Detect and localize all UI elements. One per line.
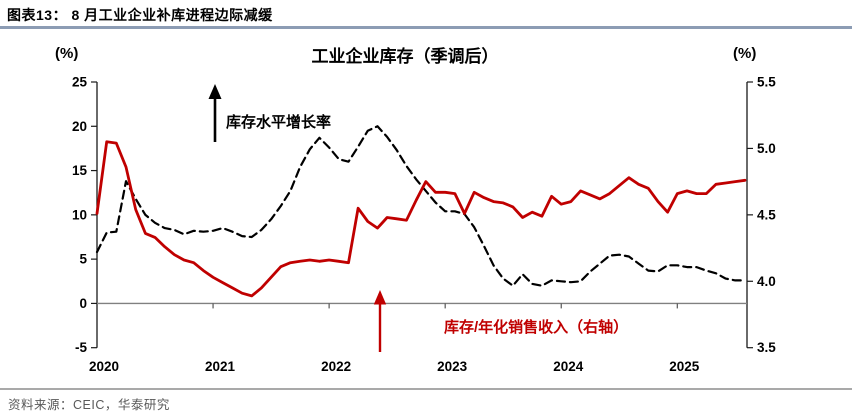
source-note: 资料来源：CEIC，华泰研究 [8, 398, 170, 412]
ratio-annotation-label: 库存/年化销售收入（右轴） [444, 318, 628, 336]
right-axis-tick-label: 4.0 [757, 274, 776, 289]
caption-divider [0, 26, 852, 29]
right-axis-tick-label: 5.0 [757, 141, 776, 156]
series-line-inventory-sales-ratio [95, 140, 747, 298]
ratio-annotation-arrowhead [373, 290, 387, 305]
x-axis-year-label: 2025 [669, 359, 700, 374]
right-axis-tick-label: 3.5 [757, 340, 776, 355]
left-axis-tick-label: 10 [72, 207, 87, 222]
series-line-inventory-growth [95, 125, 747, 287]
right-axis-tick-label: 5.5 [757, 75, 776, 90]
left-axis-tick-label: -5 [75, 340, 87, 355]
right-axis-tick-label: 4.5 [757, 207, 776, 222]
left-axis-tick-label: 25 [72, 75, 88, 90]
x-axis-year-label: 2023 [437, 359, 468, 374]
chart-title: 工业企业库存（季调后） [312, 46, 499, 66]
x-axis-year-label: 2022 [321, 359, 351, 374]
left-axis-tick-label: 20 [72, 119, 87, 134]
left-axis-unit: (%) [55, 45, 78, 62]
left-axis-tick-label: 5 [79, 252, 87, 267]
x-axis-year-label: 2024 [553, 359, 584, 374]
x-axis-year-label: 2021 [205, 359, 236, 374]
right-axis-unit: (%) [733, 45, 756, 62]
inventory-dual-axis-chart: 工业企业库存（季调后） (%) (%) 25 20 15 10 5 0 -5 5.5 5.0 4.5 4.… [55, 45, 776, 374]
left-axis-tick-label: 15 [72, 163, 88, 178]
left-axis-tick-label: 0 [79, 296, 87, 311]
x-axis-year-label: 2020 [89, 359, 119, 374]
figure-caption: 图表13： 8 月工业企业补库进程边际减缓 [7, 7, 273, 23]
growth-annotation-label: 库存水平增长率 [226, 113, 331, 131]
growth-annotation-arrowhead [208, 84, 222, 99]
source-divider [0, 388, 852, 390]
